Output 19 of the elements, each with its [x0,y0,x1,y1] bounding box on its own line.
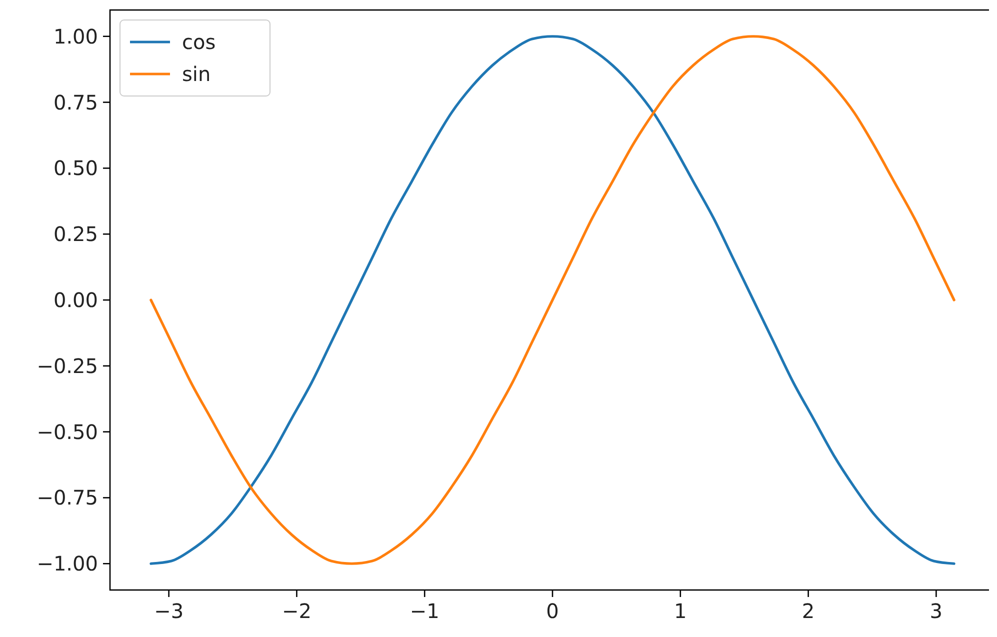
line-series [150,35,956,565]
x-tick-label: −2 [282,599,312,623]
x-tick-label: 2 [802,599,815,623]
x-tick-label: 0 [546,599,559,623]
y-tick-label: 0.75 [53,90,98,114]
x-tick-label: −1 [410,599,440,623]
x-tick-label: 1 [674,599,687,623]
y-tick-label: −0.25 [36,354,98,378]
y-tick-label: −0.50 [36,420,98,444]
y-tick-label: 0.25 [53,222,98,246]
y-tick-label: 0.00 [53,288,98,312]
legend-label: cos [182,30,216,54]
y-tick-label: 0.50 [53,156,98,180]
x-tick-label: −3 [154,599,184,623]
x-tick-label: 3 [930,599,943,623]
y-tick-label: 1.00 [53,24,98,48]
y-tick-label: −1.00 [36,552,98,576]
legend-label: sin [182,62,211,86]
y-tick-label: −0.75 [36,486,98,510]
